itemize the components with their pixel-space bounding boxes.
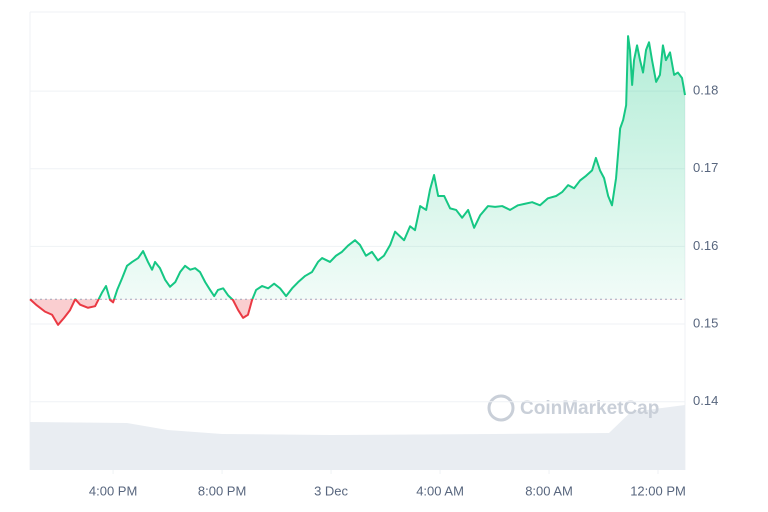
x-tick-label: 12:00 PM [630,483,686,498]
y-tick-label: 0.14 [693,393,718,408]
watermark: CoinMarketCap [487,394,659,422]
y-tick-label: 0.16 [693,238,718,253]
y-tick-label: 0.18 [693,83,718,98]
x-tick-label: 8:00 AM [525,483,573,498]
x-tick-label: 3 Dec [314,483,348,498]
x-tick-label: 4:00 AM [416,483,464,498]
volume-area [30,405,685,470]
price-area [30,36,685,325]
x-tick-label: 8:00 PM [198,483,246,498]
x-tick-label: 4:00 PM [89,483,137,498]
price-line [29,35,686,326]
watermark-logo [487,394,515,422]
watermark-text: CoinMarketCap [520,398,659,419]
y-tick-label: 0.15 [693,315,718,330]
y-tick-label: 0.17 [693,160,718,175]
